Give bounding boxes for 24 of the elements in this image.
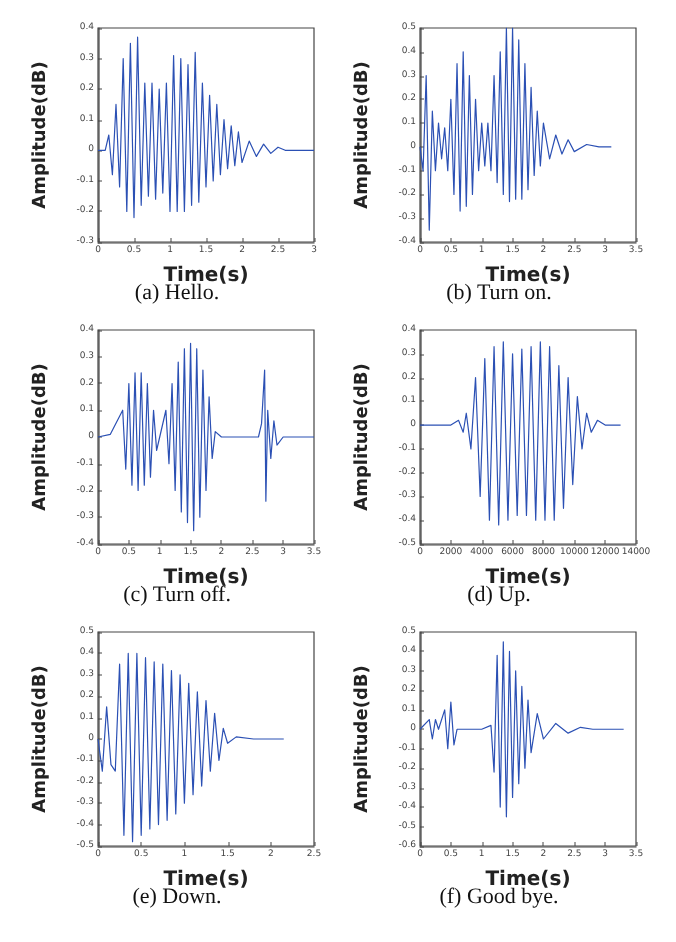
y-axis-title: Amplitude(dB) (353, 61, 373, 209)
x-axis-title: Time(s) (163, 869, 249, 891)
x-axis-title: Time(s) (163, 567, 249, 589)
line-series (419, 27, 612, 231)
line-series (97, 652, 285, 843)
text: (c) Turn off. (123, 583, 232, 607)
line-series (97, 342, 315, 532)
y-axis-title: Amplitude(dB) (31, 61, 51, 209)
text: (b) Turn on. (446, 281, 553, 305)
text: (e) Down. (132, 885, 223, 909)
y-axis-title: Amplitude(dB) (353, 363, 373, 511)
line-series (419, 641, 625, 818)
text: (f) Good bye. (439, 885, 560, 909)
x-axis-title: Time(s) (485, 869, 571, 891)
y-axis-title: Amplitude(dB) (353, 665, 373, 813)
y-axis-title: Amplitude(dB) (31, 665, 51, 813)
text: (a) Hello. (134, 281, 220, 305)
x-axis-title: Time(s) (485, 265, 571, 287)
text: (d) Up. (467, 583, 532, 607)
line-series (419, 341, 622, 526)
x-axis-title: Time(s) (485, 567, 571, 589)
line-series (97, 36, 315, 219)
y-axis-title: Amplitude(dB) (31, 363, 51, 511)
x-axis-title: Time(s) (163, 265, 249, 287)
